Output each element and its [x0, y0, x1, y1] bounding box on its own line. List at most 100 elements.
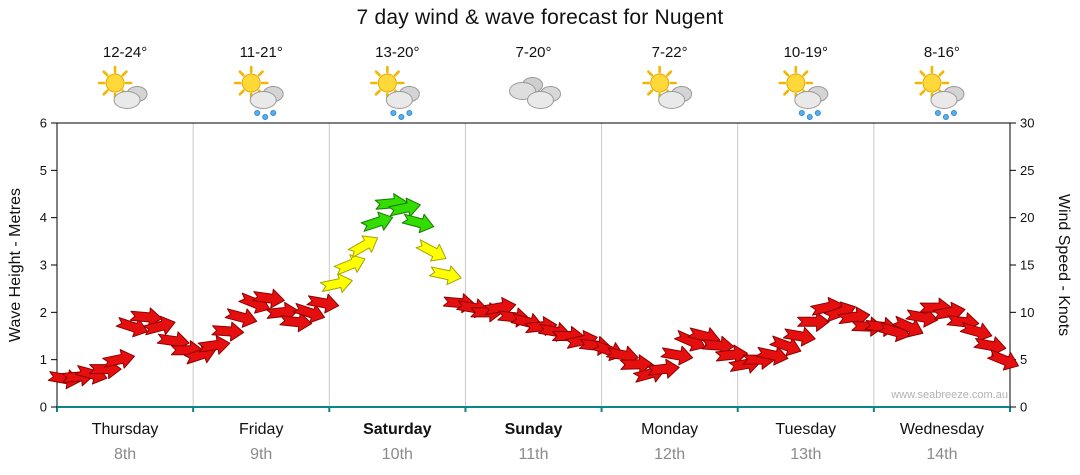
wind-arrow — [292, 302, 326, 324]
wind-arrow — [306, 293, 340, 314]
sun-ray — [783, 70, 790, 77]
wind-arrow — [115, 317, 149, 338]
wind-arrow — [891, 315, 924, 338]
left-axis-tick-label: 5 — [40, 163, 47, 178]
page-title: 7 day wind & wave forecast for Nugent — [356, 6, 724, 29]
wind-arrow — [360, 211, 394, 232]
sun-ray — [102, 89, 109, 96]
sun-ray — [374, 89, 381, 96]
sun-ray — [238, 70, 245, 77]
wind-arrow — [401, 213, 435, 234]
wind-arrow — [428, 265, 462, 286]
date-label: 8th — [114, 446, 136, 463]
left-axis-tick-label: 3 — [40, 258, 47, 273]
cloud-icon — [930, 91, 958, 109]
cloud-icon — [794, 91, 822, 109]
sun-ray — [257, 70, 264, 77]
wind-arrow — [224, 308, 258, 328]
weather-icon-sun-cloud — [97, 65, 148, 109]
sun-ray — [121, 70, 128, 77]
cloud-icon — [385, 91, 413, 109]
raindrop-icon — [806, 114, 813, 121]
wind-arrow — [319, 273, 353, 293]
wind-arrow — [769, 335, 802, 357]
weather-icon-sun-cloud — [642, 65, 693, 109]
temp-label: 12-24° — [103, 44, 147, 61]
weather-icon-sun-cloud-rain — [914, 65, 965, 121]
raindrop-icon — [262, 114, 269, 121]
sun-ray — [393, 70, 400, 77]
wind-arrow — [211, 321, 245, 342]
day-label: Monday — [641, 421, 698, 438]
weather-icon-cloud — [509, 77, 561, 109]
temp-label: 11-21° — [240, 44, 283, 61]
wind-arrow — [333, 254, 366, 276]
right-axis-tick-label: 20 — [1020, 210, 1034, 225]
raindrop-icon — [798, 110, 805, 117]
day-label: Friday — [239, 421, 283, 438]
sun-ray — [647, 70, 654, 77]
temp-label: 8-16° — [924, 44, 960, 61]
temp-label: 10-19° — [784, 44, 828, 61]
cloud-icon — [249, 91, 277, 109]
day-label: Tuesday — [775, 421, 836, 438]
wind-arrows — [47, 193, 1019, 390]
right-axis-tick-label: 15 — [1020, 258, 1034, 273]
wind-arrow — [660, 345, 694, 366]
sun-ray — [919, 70, 926, 77]
right-axis-tick-label: 10 — [1020, 305, 1034, 320]
cloud-icon — [113, 91, 141, 109]
sun-icon — [377, 73, 397, 93]
left-axis-tick-label: 2 — [40, 305, 47, 320]
raindrop-icon — [406, 110, 413, 117]
date-label: 9th — [250, 446, 272, 463]
left-axis-tick-label: 6 — [40, 116, 47, 131]
sun-ray — [647, 89, 654, 96]
watermark: www.seabreeze.com.au — [891, 389, 1008, 401]
sun-ray — [666, 70, 673, 77]
wind-arrow — [197, 335, 231, 355]
temp-label: 13-20° — [375, 44, 419, 61]
raindrop-icon — [270, 110, 277, 117]
sun-ray — [802, 70, 809, 77]
sun-ray — [102, 70, 109, 77]
sun-icon — [105, 73, 125, 93]
wind-arrow — [279, 312, 313, 333]
sun-icon — [922, 73, 942, 93]
wind-arrow — [102, 349, 135, 369]
wind-arrow — [782, 326, 816, 347]
cloud-icon — [658, 91, 686, 109]
raindrop-icon — [950, 110, 957, 117]
wind-arrow — [755, 345, 789, 366]
day-label: Saturday — [363, 421, 432, 438]
right-axis-tick-label: 25 — [1020, 163, 1034, 178]
wind-arrow — [415, 239, 447, 262]
date-label: 12th — [654, 446, 685, 463]
raindrop-icon — [254, 110, 261, 117]
cloud-icon — [527, 91, 554, 109]
sun-ray — [919, 89, 926, 96]
sun-ray — [374, 70, 381, 77]
day-label: Wednesday — [900, 421, 984, 438]
wind-arrow — [797, 311, 830, 332]
temp-label: 7-20° — [515, 44, 551, 61]
raindrop-icon — [390, 110, 397, 117]
sun-ray — [938, 70, 945, 77]
day-label: Sunday — [505, 421, 563, 438]
sun-icon — [650, 73, 670, 93]
left-axis-tick-label: 1 — [40, 352, 47, 367]
date-label: 10th — [382, 446, 413, 463]
wind-arrow — [987, 349, 1019, 371]
raindrop-icon — [814, 110, 821, 117]
sun-icon — [786, 73, 806, 93]
weather-icon-sun-cloud-rain — [370, 65, 420, 121]
wind-arrow — [252, 288, 285, 309]
right-axis-tick-label: 5 — [1020, 352, 1027, 367]
wind-arrow — [646, 358, 680, 379]
wind-arrow — [347, 235, 379, 258]
sun-icon — [241, 73, 261, 93]
date-label: 13th — [790, 446, 821, 463]
raindrop-icon — [398, 114, 405, 121]
